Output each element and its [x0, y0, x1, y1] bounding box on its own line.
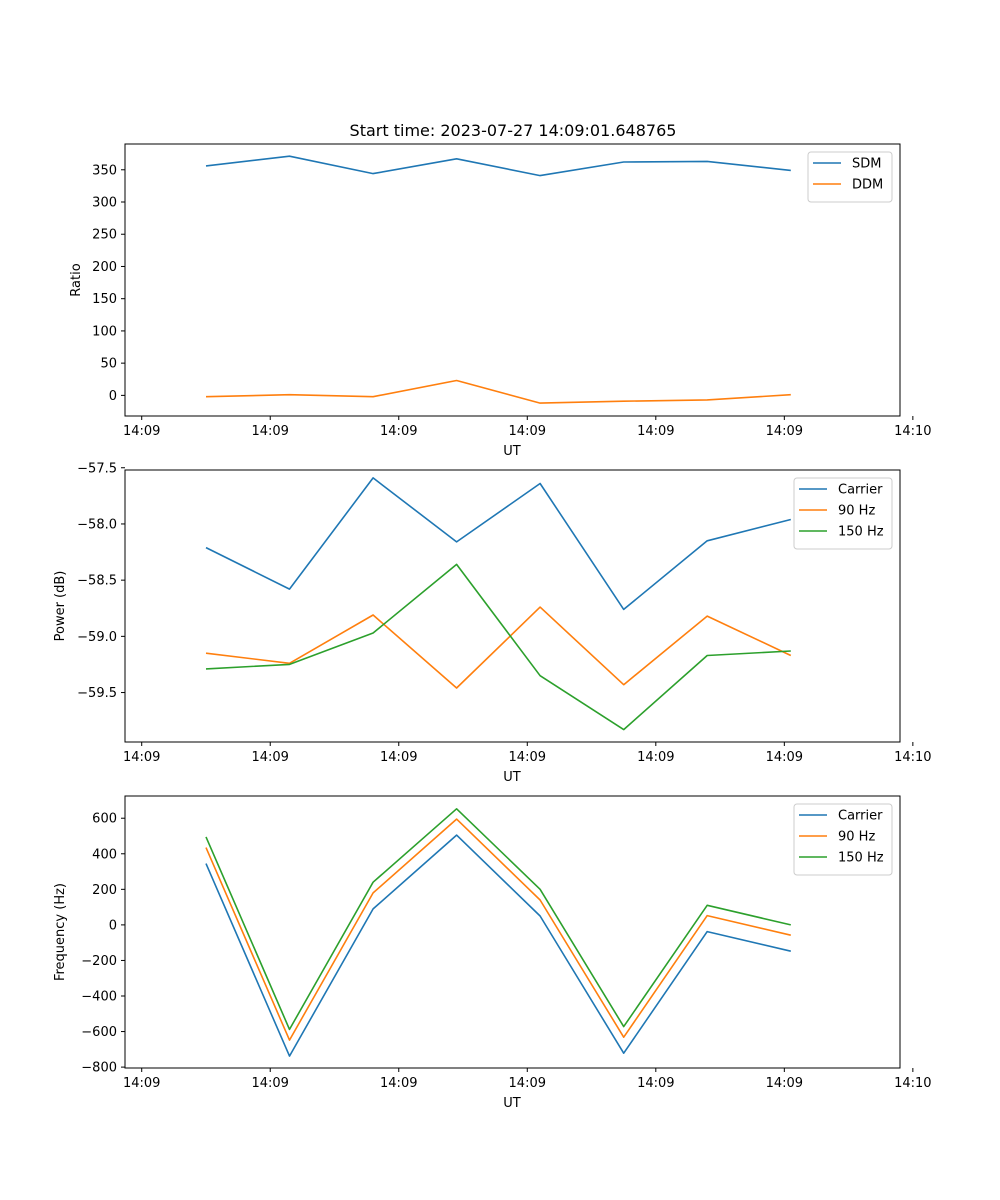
power-x-tick-label: 14:09 — [509, 750, 546, 765]
ratio-x-tick-label: 14:09 — [123, 424, 160, 439]
ratio-legend: SDM DDM — [807, 151, 893, 203]
frequency-y-tick-label: 400 — [92, 847, 117, 862]
ratio-y-axis-label: Ratio — [69, 263, 84, 296]
frequency-panel: 14:09 14:09 14:09 14:09 14:09 14:09 14:10 −800 −… — [53, 795, 932, 1111]
frequency-legend-label-150-hz: 150 Hz — [838, 851, 884, 866]
power-y-tick-label: −57.5 — [77, 461, 117, 476]
power-y-tick-label: −59.0 — [77, 630, 117, 645]
power-series-carrier-line — [205, 477, 791, 611]
ratio-y-tick-label: 0 — [109, 389, 117, 404]
power-panel: 14:09 14:09 14:09 14:09 14:09 14:09 14:10 −59.5… — [53, 461, 932, 785]
ratio-y-tick-label: 50 — [100, 357, 117, 372]
ratio-y-tick-label: 250 — [92, 228, 117, 243]
ratio-series-sdm-line — [205, 155, 791, 177]
frequency-series-carrier-line — [205, 834, 791, 1057]
power-axes-frame — [124, 469, 901, 743]
ratio-legend-box — [807, 151, 893, 203]
frequency-y-tick-label: −200 — [81, 954, 117, 969]
ratio-y-tick-label: 300 — [92, 196, 117, 211]
ratio-x-tick-label: 14:09 — [380, 424, 417, 439]
ratio-series-ddm-line — [205, 379, 791, 404]
frequency-series-90-hz-line — [205, 818, 791, 1041]
ratio-y-tick-label: 200 — [92, 260, 117, 275]
power-y-axis-label: Power (dB) — [53, 571, 68, 642]
frequency-x-tick-label: 14:09 — [251, 1076, 288, 1091]
frequency-x-tick-label: 14:09 — [766, 1076, 803, 1091]
ratio-x-tick-label: 14:10 — [894, 424, 931, 439]
power-legend: Carrier 90 Hz 150 Hz — [793, 477, 893, 550]
frequency-y-axis-label: Frequency (Hz) — [53, 883, 68, 981]
ratio-x-tick-label: 14:09 — [637, 424, 674, 439]
ratio-x-tick-label: 14:09 — [766, 424, 803, 439]
ratio-y-tick-label: 100 — [92, 324, 117, 339]
ratio-legend-label-sdm: SDM — [852, 157, 881, 172]
power-series-90-hz-line — [205, 606, 792, 689]
power-legend-label-carrier: Carrier — [838, 483, 883, 498]
power-x-axis-label: UT — [503, 770, 521, 785]
power-y-tick-label: −58.0 — [77, 517, 117, 532]
ratio-panel: 14:09 14:09 14:09 14:09 14:09 14:09 14:10 0 50 10… — [69, 143, 932, 459]
frequency-legend: Carrier 90 Hz 150 Hz — [793, 803, 893, 876]
ratio-x-axis-label: UT — [503, 444, 521, 459]
frequency-legend-label-90-hz: 90 Hz — [838, 830, 875, 845]
frequency-y-tick-label: 0 — [109, 918, 117, 933]
power-series-150-hz-line — [205, 563, 791, 731]
frequency-y-tick-label: 200 — [92, 883, 117, 898]
power-x-tick-label: 14:09 — [251, 750, 288, 765]
power-legend-label-90-hz: 90 Hz — [838, 504, 875, 519]
frequency-axes-frame — [124, 795, 901, 1069]
ratio-y-tick-label: 150 — [92, 292, 117, 307]
frequency-x-tick-label: 14:09 — [509, 1076, 546, 1091]
figure-title: Start time: 2023-07-27 14:09:01.648765 — [350, 121, 677, 140]
power-x-tick-label: 14:09 — [123, 750, 160, 765]
ratio-legend-label-ddm: DDM — [852, 178, 883, 193]
frequency-x-axis-label: UT — [503, 1096, 521, 1111]
frequency-y-tick-label: −400 — [81, 990, 117, 1005]
frequency-y-tick-label: 600 — [92, 812, 117, 827]
power-y-tick-label: −59.5 — [77, 686, 117, 701]
power-x-tick-label: 14:09 — [766, 750, 803, 765]
power-y-tick-label: −58.5 — [77, 574, 117, 589]
frequency-y-tick-label: −800 — [81, 1061, 117, 1076]
power-legend-label-150-hz: 150 Hz — [838, 525, 884, 540]
frequency-x-tick-label: 14:10 — [894, 1076, 931, 1091]
ratio-x-tick-label: 14:09 — [251, 424, 288, 439]
frequency-legend-label-carrier: Carrier — [838, 809, 883, 824]
frequency-x-tick-label: 14:09 — [637, 1076, 674, 1091]
power-x-tick-label: 14:09 — [637, 750, 674, 765]
ratio-x-tick-label: 14:09 — [509, 424, 546, 439]
frequency-x-tick-label: 14:09 — [380, 1076, 417, 1091]
ratio-axes-frame — [124, 143, 901, 417]
power-x-tick-label: 14:10 — [894, 750, 931, 765]
frequency-y-tick-label: −600 — [81, 1025, 117, 1040]
frequency-series-150-hz-line — [205, 807, 791, 1031]
ratio-y-tick-label: 350 — [92, 163, 117, 178]
power-x-tick-label: 14:09 — [380, 750, 417, 765]
frequency-x-tick-label: 14:09 — [123, 1076, 160, 1091]
